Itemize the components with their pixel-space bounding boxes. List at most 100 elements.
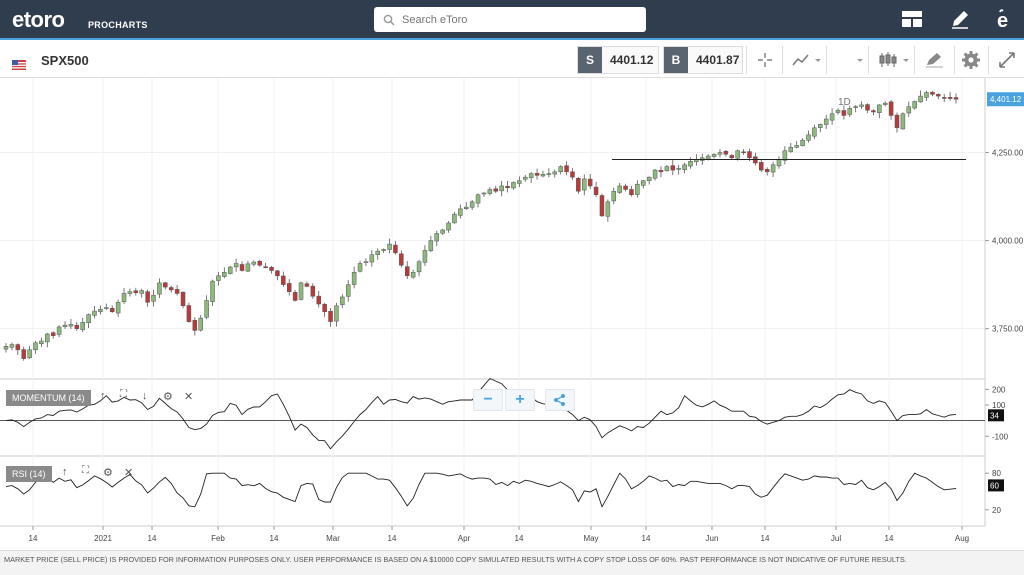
search-input[interactable]	[402, 11, 632, 28]
x-axis-label: Aug	[955, 534, 969, 543]
share-button[interactable]	[545, 389, 575, 411]
candle	[770, 161, 776, 178]
search-box[interactable]	[374, 7, 646, 32]
candle	[918, 90, 923, 103]
crosshair-icon[interactable]	[746, 46, 782, 74]
candle	[782, 146, 788, 165]
procharts-label: PROCHARTS	[88, 20, 148, 30]
candle	[670, 159, 676, 175]
candle	[587, 174, 593, 189]
candle	[528, 172, 534, 183]
maximize-icon[interactable]: ⛶	[82, 465, 89, 476]
candle	[192, 317, 198, 336]
candle	[605, 199, 611, 222]
candle	[564, 161, 569, 176]
maximize-icon[interactable]: ⛶	[120, 389, 127, 400]
candle	[56, 325, 62, 338]
candle	[599, 193, 605, 217]
x-axis-label: 14	[885, 534, 894, 543]
indicator-settings-icon[interactable]: ⚙	[163, 391, 173, 403]
candle	[523, 175, 528, 182]
x-axis-label: Mar	[326, 534, 340, 543]
momentum-indicator-label[interactable]: MOMENTUM (14)	[6, 390, 91, 406]
candle	[475, 193, 481, 208]
candle	[829, 108, 835, 125]
candle	[664, 165, 670, 172]
move-down-icon[interactable]: ↓	[142, 390, 148, 402]
remove-indicator-icon[interactable]: ✕	[124, 467, 134, 479]
candle	[812, 124, 817, 140]
candle	[841, 105, 847, 120]
candle	[741, 149, 746, 155]
candle	[924, 90, 929, 101]
candle	[133, 287, 139, 296]
remove-indicator-icon[interactable]: ✕	[184, 391, 194, 403]
indicator-settings-icon[interactable]: ⚙	[103, 467, 113, 479]
chart-type-line-icon[interactable]	[782, 46, 826, 74]
buy-tag: B	[664, 47, 688, 73]
candle	[275, 270, 280, 281]
move-up-icon[interactable]: ↑	[100, 390, 106, 402]
candle	[859, 101, 864, 109]
candle	[316, 290, 321, 308]
candle	[717, 149, 723, 158]
candle	[764, 167, 770, 176]
candle	[68, 318, 74, 329]
candle	[900, 112, 906, 130]
candle	[186, 302, 192, 323]
etoro-logo[interactable]: etoro	[12, 7, 65, 32]
candle	[888, 99, 894, 120]
timeframe-label: 1D	[838, 97, 851, 108]
instrument-symbol[interactable]: SPX500	[41, 53, 89, 68]
sell-tag: S	[578, 47, 602, 73]
chart-area[interactable]: 4,250.00 4,000.00 3,750.00 14 2021 14 Feb 14 Mar…	[0, 78, 1024, 548]
disclaimer-text: MARKET PRICE (SELL PRICE) IS PROVIDED FO…	[4, 555, 907, 564]
candle	[493, 185, 499, 194]
candle	[865, 103, 870, 114]
candle	[33, 340, 38, 354]
sell-price-button[interactable]: S 4401.12	[577, 46, 659, 74]
candle	[233, 258, 239, 272]
candle	[345, 280, 351, 302]
candle	[652, 168, 658, 181]
candle	[74, 321, 80, 332]
momentum-tick-label: 200	[992, 385, 1006, 394]
draw-tools-icon[interactable]	[914, 46, 954, 74]
price-chart[interactable]: 4,250.00 4,000.00 3,750.00 14 2021 14 Feb 14 Mar…	[0, 78, 1024, 548]
candle	[823, 114, 829, 129]
candle	[245, 260, 251, 273]
candle	[399, 250, 404, 268]
candle	[540, 170, 546, 178]
candle	[45, 333, 50, 348]
zoom-out-button[interactable]: −	[473, 389, 503, 411]
candle	[847, 105, 853, 118]
candle	[611, 187, 617, 205]
candle	[251, 260, 257, 267]
move-up-icon[interactable]: ↑	[62, 466, 68, 478]
candle	[487, 187, 493, 196]
candle	[729, 154, 735, 160]
us-flag-icon	[12, 57, 26, 70]
timeframe-dropdown[interactable]	[826, 46, 868, 74]
rsi-indicator-label[interactable]: RSI (14)	[6, 466, 52, 482]
candle	[410, 269, 416, 279]
candle	[936, 93, 941, 100]
candle	[281, 271, 286, 287]
candle	[239, 261, 245, 272]
candle	[481, 192, 487, 198]
candle	[104, 303, 109, 310]
candle	[3, 343, 9, 353]
candle	[428, 235, 434, 253]
candle	[517, 176, 522, 188]
layout-icon[interactable]	[900, 8, 926, 32]
candle	[835, 108, 841, 115]
etoro-e-icon[interactable]: e	[992, 8, 1018, 32]
edit-pencil-icon[interactable]	[948, 8, 974, 32]
fullscreen-icon[interactable]	[988, 46, 1024, 74]
zoom-in-button[interactable]: +	[505, 389, 535, 411]
candle	[334, 302, 339, 327]
buy-price-button[interactable]: B 4401.87	[663, 46, 743, 74]
candlestick-icon[interactable]	[868, 46, 914, 74]
candle	[930, 90, 935, 97]
settings-gear-icon[interactable]	[954, 46, 988, 74]
